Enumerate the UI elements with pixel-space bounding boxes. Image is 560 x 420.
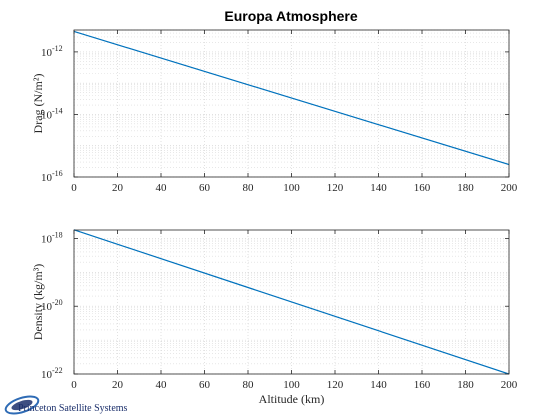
x-tick-label: 100 [283,182,300,194]
x-tick-label: 140 [370,182,387,194]
chart-title: Europa Atmosphere [224,8,357,24]
x-tick-label: 60 [199,182,211,194]
logo: Princeton Satellite Systems [4,393,128,417]
x-tick-label: 0 [71,379,77,391]
y-tick-label: 10-16 [41,169,63,184]
x-tick-label: 160 [414,379,431,391]
y-tick-label: 10-12 [41,44,63,59]
y-tick-label: 10-22 [41,366,63,381]
drag-panel: 0 20 40 60 80 100 120 140 160 180 20010-1610-1410-… [41,30,518,194]
x-tick-label: 80 [243,182,255,194]
logo-text: Princeton Satellite Systems [18,403,128,414]
altitude-x-axis-label: Altitude (km) [259,392,325,406]
density-panel: 0 20 40 60 80 100 120 140 160 180 20010-2210-2010-… [41,230,518,391]
x-tick-label: 200 [501,182,518,194]
x-tick-label: 0 [71,182,77,194]
x-tick-label: 60 [199,379,211,391]
x-tick-label: 200 [501,379,518,391]
drag-y-axis-label: Drag (N/m²) [31,74,45,134]
x-tick-label: 120 [327,182,344,194]
x-tick-label: 40 [156,379,168,391]
x-tick-label: 180 [457,379,474,391]
x-tick-label: 140 [370,379,387,391]
x-tick-label: 80 [243,379,255,391]
x-tick-label: 40 [156,182,168,194]
x-tick-label: 100 [283,379,300,391]
x-tick-label: 20 [112,182,124,194]
density-y-axis-label: Density (kg/m³) [31,264,45,341]
x-tick-label: 180 [457,182,474,194]
x-tick-label: 160 [414,182,431,194]
y-tick-label: 10-18 [41,230,63,245]
x-tick-label: 120 [327,379,344,391]
x-tick-label: 20 [112,379,124,391]
